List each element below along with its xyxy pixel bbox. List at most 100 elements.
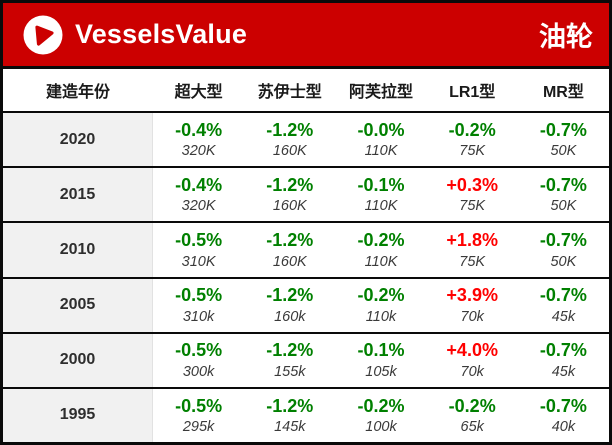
price-value: 50K [550,253,577,270]
table-header-row: 建造年份 超大型 苏伊士型 阿芙拉型 LR1型 MR型 [3,69,609,113]
column-header-2: 苏伊士型 [257,84,322,101]
build-year-cell: 2020 [3,113,153,167]
price-value: 45k [551,308,576,325]
percent-change: +1.8% [446,230,498,251]
percent-change: -0.4% [175,119,223,140]
value-cell: -0.1% 105k [335,334,426,387]
table-body: 2020 -0.4% 320K -1.2% 160K -0.0% 110K -0.2% 75K -… [3,113,609,442]
price-value: 295k [182,419,215,436]
table-row: 2015 -0.4% 320K -1.2% 160K -0.1% 110K +0.3% 75K -… [3,168,609,224]
percent-change: -0.5% [175,395,223,416]
value-cell: +0.3% 75K [427,168,518,221]
price-value: 65k [460,419,484,436]
column-header-4: LR1型 [449,84,496,101]
value-cell: -0.2% 100k [335,389,426,442]
value-cell: -0.1% 110K [335,168,426,221]
build-year-cell: 2015 [3,168,153,222]
value-cell: -0.2% 110K [335,223,426,276]
percent-change: -1.2% [266,230,314,251]
price-value: 75K [459,253,486,270]
value-cell: +1.8% 75K [427,223,518,276]
value-cell: -0.4% 320K [153,113,244,166]
price-value: 110K [364,143,398,160]
build-year-cell: 2010 [3,223,153,277]
price-value: 70k [460,308,484,325]
value-cell: -0.2% 65k [427,389,518,442]
percent-change: -0.5% [175,285,223,306]
column-header-3: 阿芙拉型 [348,84,413,101]
value-cell: -1.2% 155k [244,334,335,387]
table-row: 2010 -0.5% 310K -1.2% 160K -0.2% 110K +1.8% 75K -… [3,223,609,279]
percent-change: +3.9% [446,285,498,306]
value-cell: -1.2% 160K [244,113,335,166]
value-cell: -0.7% 50K [518,113,609,166]
percent-change: -0.2% [448,395,496,416]
percent-change: -1.2% [266,340,314,361]
table-row: 2020 -0.4% 320K -1.2% 160K -0.0% 110K -0.2% 75K -… [3,113,609,169]
percent-change: -0.7% [539,230,587,251]
price-value: 100k [365,419,397,436]
price-value: 40k [551,419,576,436]
table-row: 2005 -0.5% 310k -1.2% 160k -0.2% 110k +3.9% 70k -… [3,278,609,334]
percent-change: -0.5% [175,340,223,361]
price-value: 50K [550,143,577,160]
percent-change: -0.1% [357,174,405,195]
percent-change: -0.1% [357,340,405,361]
value-cell: -0.5% 310k [153,279,244,332]
price-value: 310k [182,308,215,325]
percent-change: -0.2% [357,395,405,416]
percent-change: -0.2% [357,285,405,306]
percent-change: -0.4% [175,174,223,195]
value-cell: -0.7% 50K [518,223,609,276]
price-value: 70k [460,363,484,380]
value-cell: -0.7% 40k [518,389,609,442]
value-cell: -0.4% 320K [153,168,244,221]
price-value: 160K [272,143,307,160]
value-cell: -0.5% 310K [153,223,244,276]
price-value: 160k [274,308,306,325]
brand-name: VesselsValue [75,19,248,49]
value-cell: +3.9% 70k [427,279,518,332]
percent-change: -0.0% [357,119,405,140]
percent-change: -0.7% [539,340,587,361]
price-value: 320K [181,143,216,160]
percent-change: -1.2% [266,285,314,306]
percent-change: -1.2% [266,119,314,140]
value-cell: -1.2% 145k [244,389,335,442]
price-value: 320K [181,198,216,215]
price-value: 310K [181,253,216,270]
value-cell: +4.0% 70k [427,334,518,387]
percent-change: -1.2% [266,395,314,416]
table-row: 1995 -0.5% 295k -1.2% 145k -0.2% 100k -0.2% 65k -… [3,388,609,442]
percent-change: -0.7% [539,174,587,195]
build-year-cell: 2000 [3,333,153,387]
column-header-5: MR型 [542,84,584,101]
price-value: 160K [272,198,307,215]
percent-change: -1.2% [266,174,314,195]
value-cell: -1.2% 160k [244,279,335,332]
percent-change: +4.0% [446,340,498,361]
value-cell: -0.5% 295k [153,389,244,442]
value-cell: -0.7% 45k [518,334,609,387]
percent-change: -0.2% [448,119,496,140]
percent-change: -0.7% [539,285,587,306]
price-value: 300k [182,363,215,380]
price-value: 75K [459,143,486,160]
value-cell: -1.2% 160K [244,223,335,276]
price-value: 160K [272,253,307,270]
percent-change: -0.7% [539,395,587,416]
vesselsvalue-logo-icon [23,15,63,55]
price-value: 45k [551,363,576,380]
price-value: 155k [274,363,306,380]
column-header-1: 超大型 [174,84,223,101]
price-value: 110K [364,198,398,215]
build-year-cell: 1995 [3,388,153,442]
price-value: 110K [364,253,398,270]
brand-banner: VesselsValue 油轮 [3,3,609,69]
value-cell: -0.2% 110k [335,279,426,332]
value-cell: -0.0% 110K [335,113,426,166]
value-cell: -0.7% 50K [518,168,609,221]
price-value: 110k [365,308,397,325]
value-cell: -1.2% 160K [244,168,335,221]
